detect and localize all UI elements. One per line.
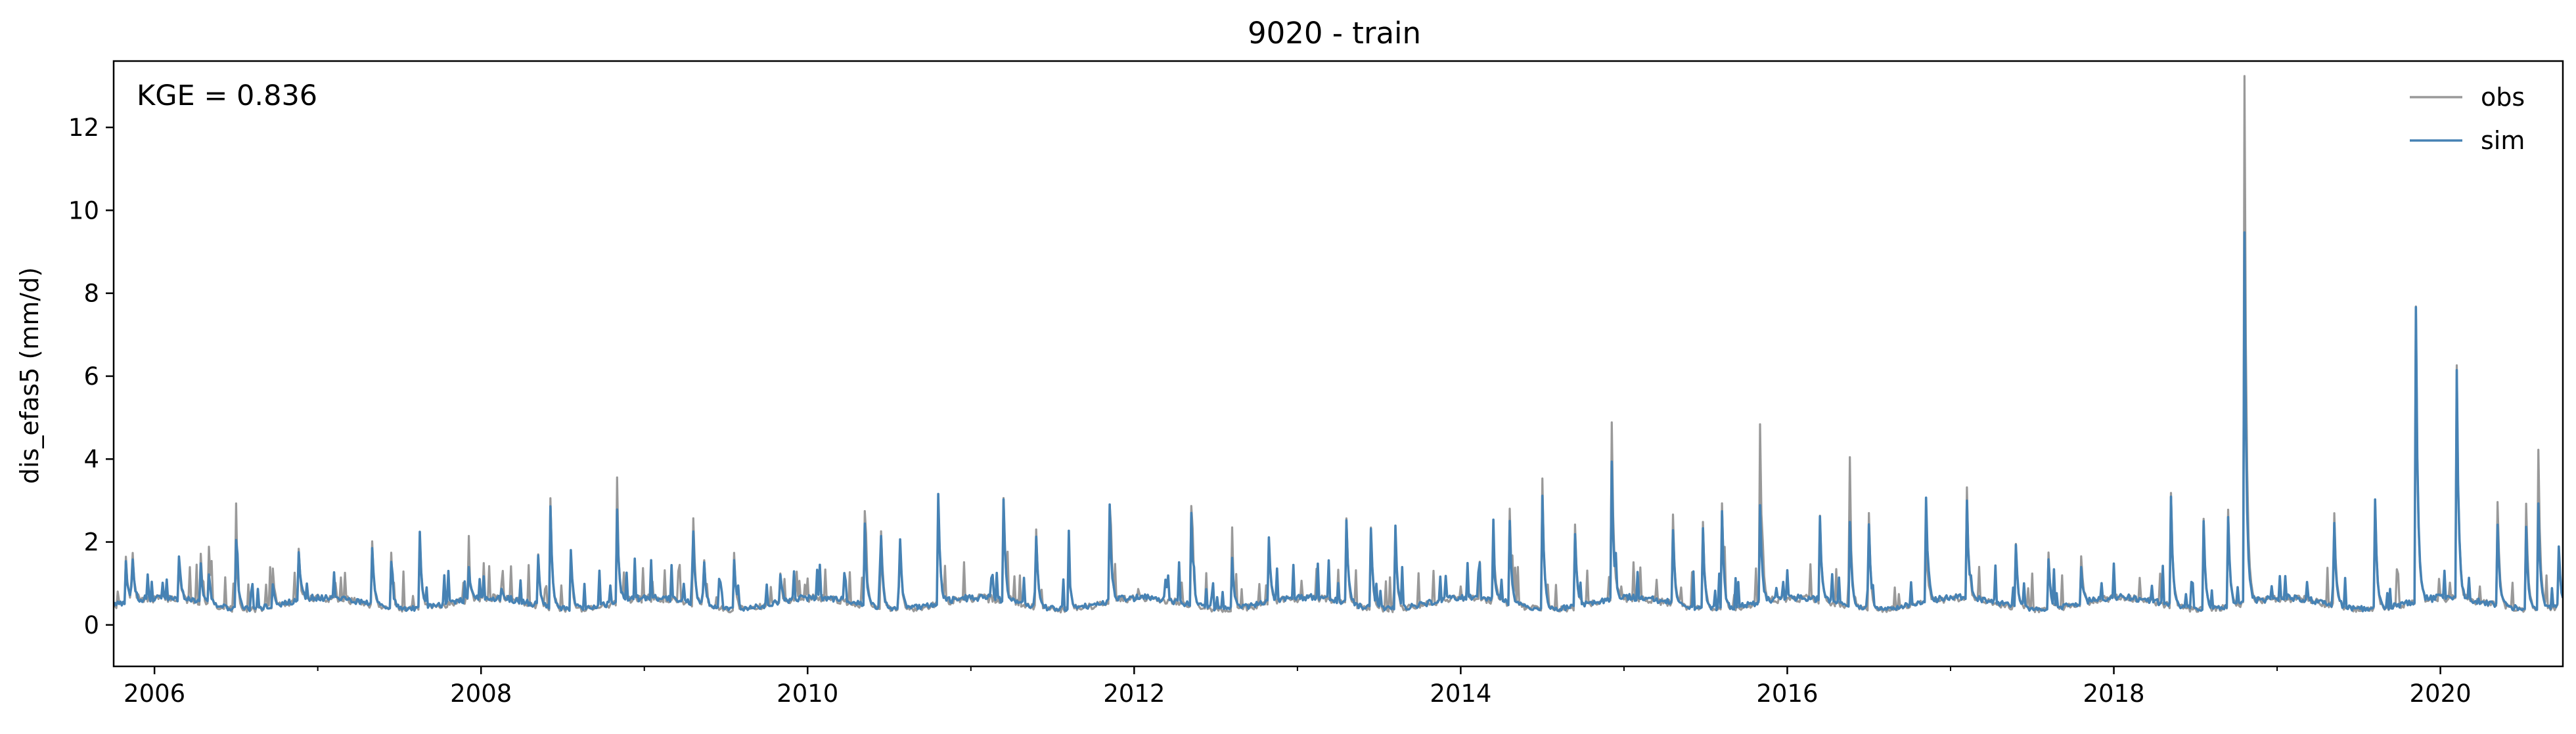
y-tick-label: 10 bbox=[68, 196, 99, 225]
y-tick-label: 8 bbox=[83, 280, 99, 308]
y-axis-label: dis_efas5 (mm/d) bbox=[15, 267, 44, 484]
x-tick-label: 2014 bbox=[1430, 680, 1491, 708]
y-tick-label: 2 bbox=[83, 529, 99, 557]
legend-label-obs: obs bbox=[2481, 83, 2525, 112]
y-tick-label: 4 bbox=[83, 445, 99, 473]
x-tick-label: 2020 bbox=[2410, 680, 2472, 708]
y-tick-label: 6 bbox=[83, 362, 99, 391]
x-tick-label: 2008 bbox=[450, 680, 512, 708]
x-tick-label: 2012 bbox=[1103, 680, 1165, 708]
plot-frame bbox=[112, 60, 2564, 668]
chart-title: 9020 - train bbox=[1248, 16, 1421, 51]
x-axis: 2006 2008 2010 2012 2014 2016 2018 2020 bbox=[124, 666, 2472, 708]
x-tick-label: 2016 bbox=[1756, 680, 1818, 708]
y-tick-label: 12 bbox=[68, 114, 99, 142]
x-tick-label: 2018 bbox=[2083, 680, 2144, 708]
y-tick-label: 0 bbox=[83, 611, 99, 639]
series-line-obs bbox=[114, 75, 2563, 614]
series-line-sim bbox=[114, 231, 2563, 613]
y-axis: 0 2 4 6 8 10 12 bbox=[68, 114, 114, 639]
legend-label-sim: sim bbox=[2481, 126, 2525, 155]
x-tick-label: 2006 bbox=[124, 680, 185, 708]
kge-annotation: KGE = 0.836 bbox=[137, 79, 317, 112]
series-lines bbox=[114, 75, 2563, 614]
legend: obs sim bbox=[2410, 83, 2525, 155]
x-tick-label: 2010 bbox=[777, 680, 838, 708]
